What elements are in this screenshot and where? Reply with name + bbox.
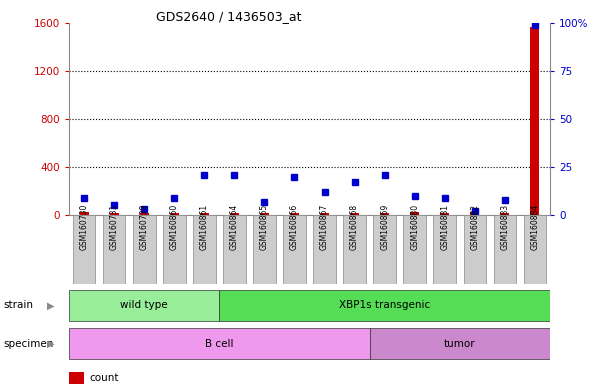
Text: GSM160869: GSM160869 [380, 204, 389, 250]
Text: GSM160865: GSM160865 [260, 204, 269, 250]
FancyBboxPatch shape [69, 328, 370, 359]
Text: strain: strain [3, 300, 33, 310]
Text: GSM160867: GSM160867 [320, 204, 329, 250]
Bar [140, 213, 149, 215]
Text: GSM160883: GSM160883 [501, 204, 509, 250]
FancyBboxPatch shape [523, 215, 546, 284]
FancyBboxPatch shape [253, 215, 276, 284]
Bar [200, 213, 209, 215]
Text: GSM160739: GSM160739 [140, 203, 148, 250]
Text: tumor: tumor [444, 339, 475, 349]
FancyBboxPatch shape [133, 215, 156, 284]
FancyBboxPatch shape [223, 215, 246, 284]
Text: GSM160864: GSM160864 [230, 204, 239, 250]
Bar [501, 213, 510, 215]
FancyBboxPatch shape [343, 215, 366, 284]
FancyBboxPatch shape [313, 215, 336, 284]
Bar [410, 212, 419, 215]
FancyBboxPatch shape [433, 215, 456, 284]
Text: XBP1s transgenic: XBP1s transgenic [339, 300, 430, 310]
Bar [350, 213, 359, 215]
FancyBboxPatch shape [370, 328, 550, 359]
FancyBboxPatch shape [493, 215, 516, 284]
Text: GDS2640 / 1436503_at: GDS2640 / 1436503_at [156, 10, 301, 23]
Text: GSM160860: GSM160860 [170, 204, 178, 250]
Text: GSM160880: GSM160880 [410, 204, 419, 250]
Bar [471, 212, 480, 215]
Text: B cell: B cell [205, 339, 234, 349]
FancyBboxPatch shape [193, 215, 216, 284]
Text: wild type: wild type [120, 300, 168, 310]
Bar [531, 26, 540, 215]
Text: GSM160868: GSM160868 [350, 204, 359, 250]
Text: specimen: specimen [3, 339, 53, 349]
FancyBboxPatch shape [403, 215, 426, 284]
Bar [320, 213, 329, 215]
Text: GSM160881: GSM160881 [441, 204, 449, 250]
Text: GSM160884: GSM160884 [531, 204, 539, 250]
FancyBboxPatch shape [283, 215, 306, 284]
Text: GSM160882: GSM160882 [471, 204, 479, 250]
FancyBboxPatch shape [463, 215, 486, 284]
Text: GSM160730: GSM160730 [80, 203, 88, 250]
Bar [170, 213, 179, 215]
FancyBboxPatch shape [69, 290, 219, 321]
FancyBboxPatch shape [219, 290, 550, 321]
Bar [80, 212, 89, 215]
Bar [290, 213, 299, 215]
Bar [230, 213, 239, 215]
Text: GSM160731: GSM160731 [110, 204, 118, 250]
Bar [441, 213, 450, 215]
Text: GSM160866: GSM160866 [290, 204, 299, 250]
Text: ▶: ▶ [47, 300, 55, 310]
Bar [380, 213, 389, 215]
Text: count: count [89, 373, 118, 383]
FancyBboxPatch shape [73, 215, 96, 284]
Text: ▶: ▶ [47, 339, 55, 349]
Bar [110, 213, 119, 215]
FancyBboxPatch shape [373, 215, 396, 284]
FancyBboxPatch shape [163, 215, 186, 284]
FancyBboxPatch shape [103, 215, 126, 284]
Bar [260, 213, 269, 215]
Text: GSM160861: GSM160861 [200, 204, 209, 250]
